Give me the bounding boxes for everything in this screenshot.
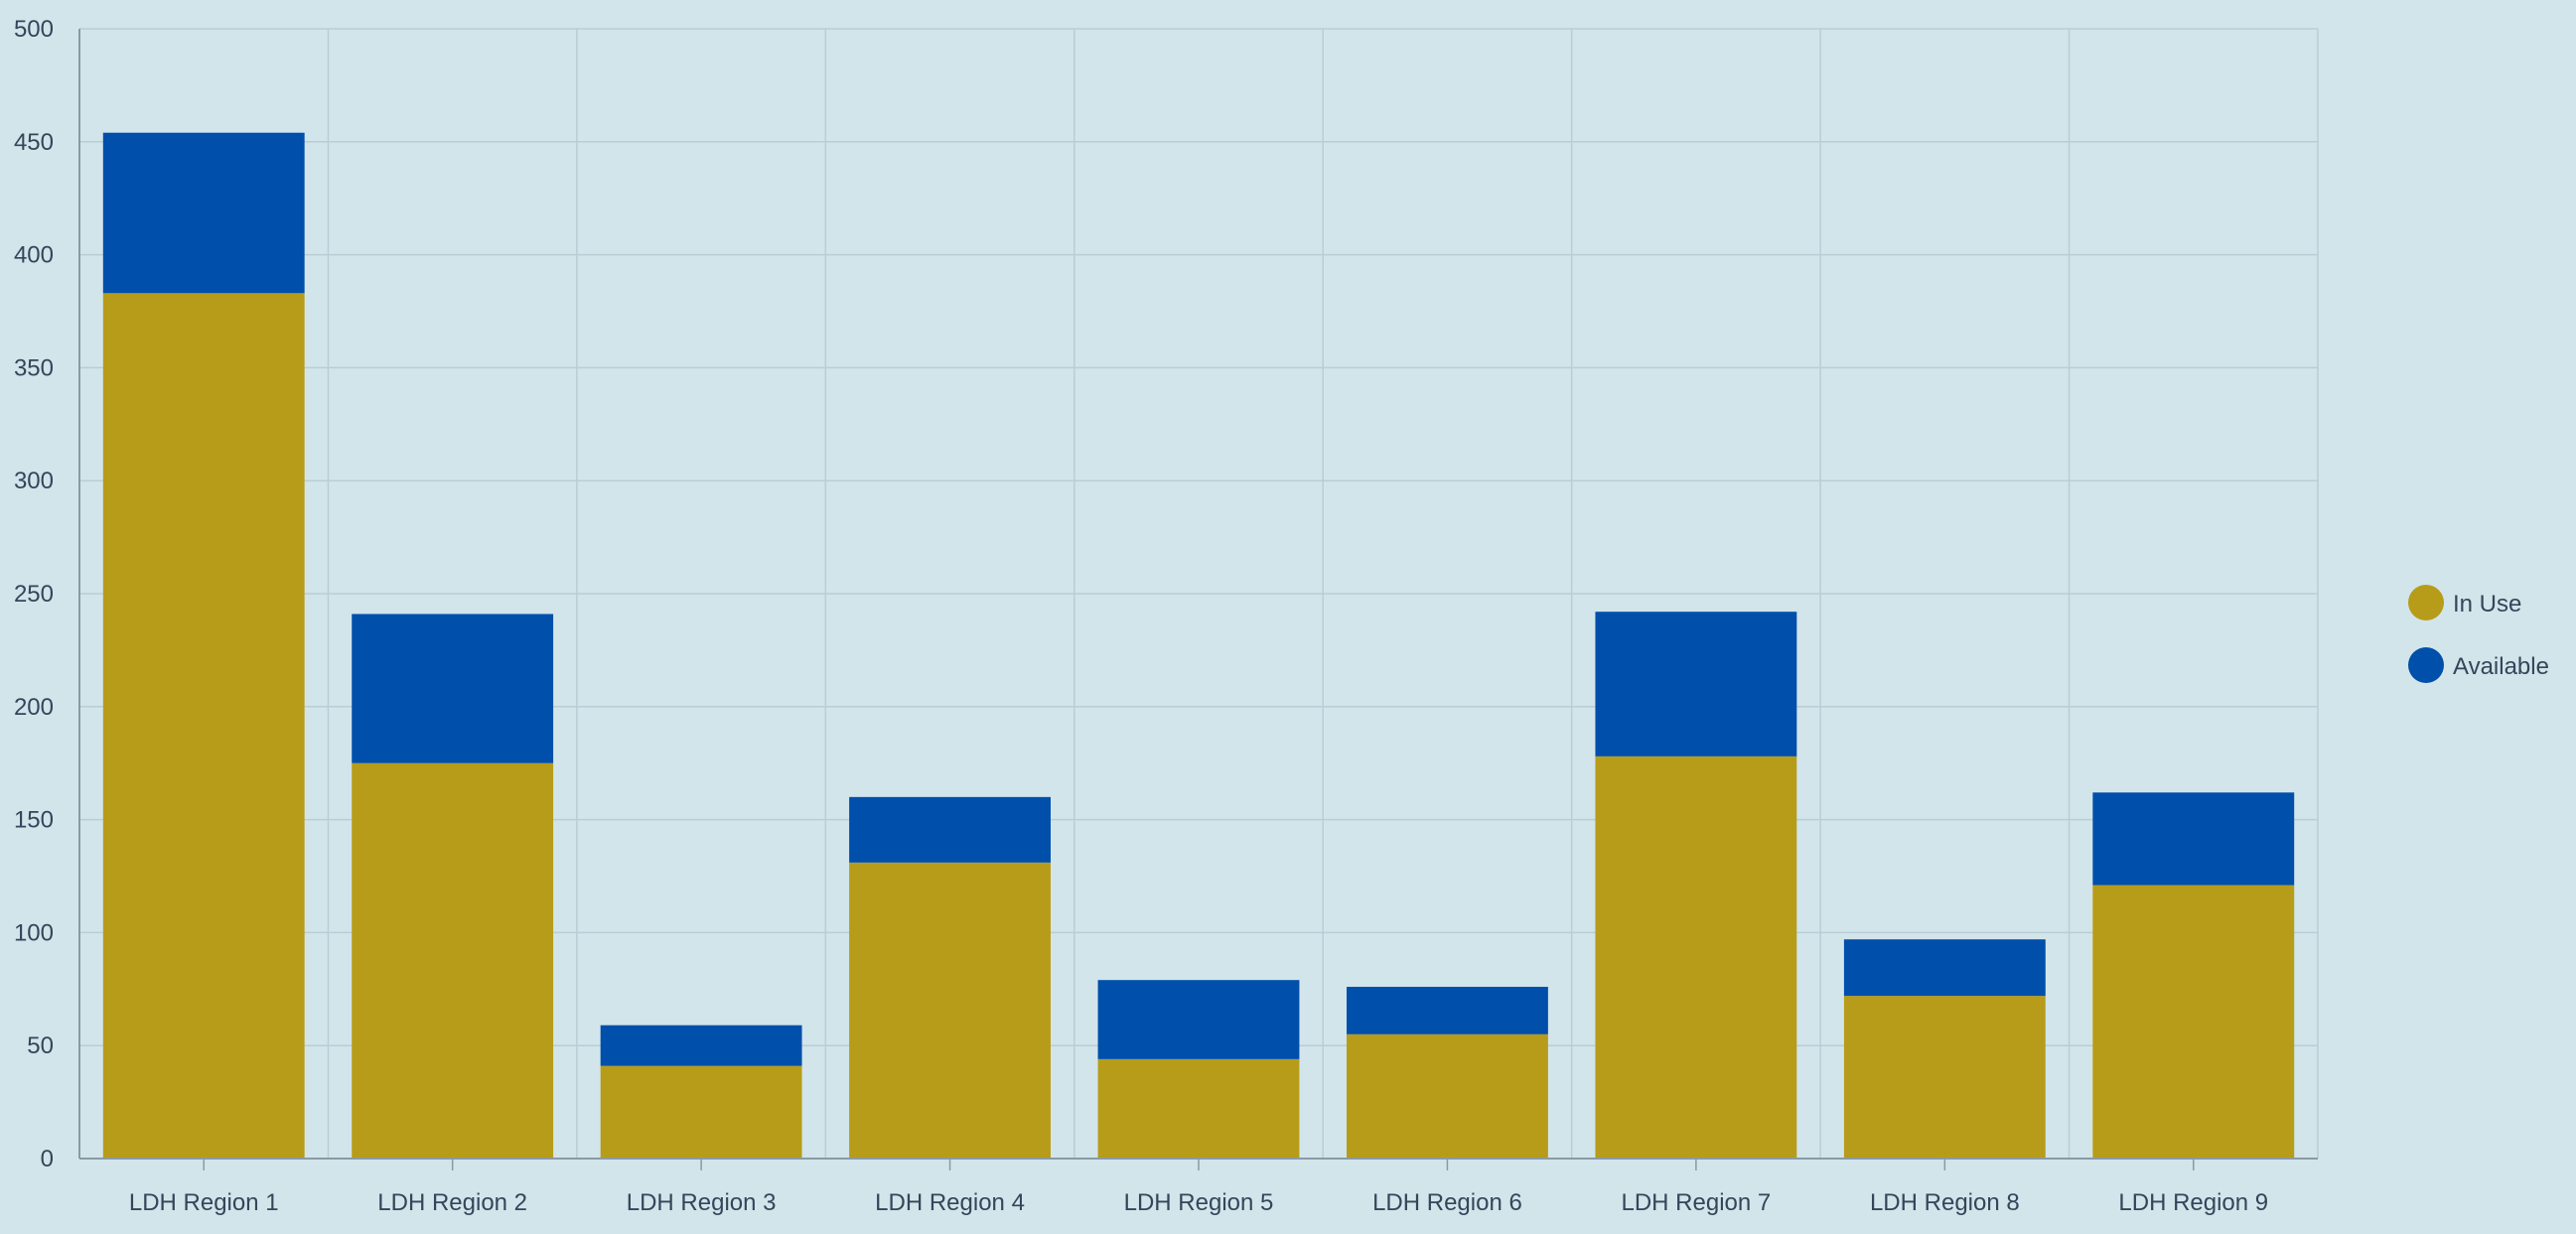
bar-in-use: [2092, 885, 2295, 1159]
bar-in-use: [849, 862, 1051, 1159]
y-tick-label: 350: [14, 354, 54, 381]
bars: [102, 132, 2295, 1159]
bar-available: [1347, 987, 1548, 1034]
legend-label: Available: [2453, 653, 2549, 680]
x-tick-label: LDH Region 6: [1372, 1189, 1522, 1216]
y-tick-label: 100: [14, 919, 54, 946]
bar-available: [849, 796, 1051, 863]
bar-in-use: [102, 293, 305, 1159]
x-tick-label: LDH Region 8: [1870, 1189, 2020, 1216]
bar-in-use: [1843, 996, 2046, 1159]
bar-available: [1843, 939, 2046, 997]
y-tick-label: 0: [41, 1146, 54, 1172]
y-tick-label: 50: [27, 1032, 54, 1059]
legend-swatch: [2408, 585, 2444, 620]
y-axis-ticks: 0 50 100 150 200 250 300 350 400 450 500: [14, 16, 54, 1172]
y-tick-label: 150: [14, 807, 54, 834]
y-tick-label: 250: [14, 581, 54, 608]
bar-in-use: [600, 1065, 802, 1159]
y-tick-label: 400: [14, 242, 54, 269]
x-axis-ticks: LDH Region 1 LDH Region 2 LDH Region 3 LDH …: [129, 1159, 2268, 1216]
grid: [79, 28, 2319, 1159]
bar-available: [1595, 612, 1797, 756]
x-tick-label: LDH Region 9: [2118, 1189, 2268, 1216]
x-tick-label: LDH Region 7: [1622, 1189, 1772, 1216]
legend-swatch: [2408, 647, 2444, 683]
y-tick-label: 450: [14, 129, 54, 156]
bar-in-use: [352, 762, 554, 1159]
bar-in-use: [1097, 1058, 1300, 1159]
bar-available: [352, 614, 554, 763]
x-tick-label: LDH Region 1: [129, 1189, 279, 1216]
x-tick-label: LDH Region 3: [627, 1189, 777, 1216]
y-tick-label: 200: [14, 694, 54, 721]
bar-in-use: [1347, 1033, 1548, 1159]
bar-in-use: [1595, 755, 1797, 1159]
x-tick-label: LDH Region 5: [1124, 1189, 1274, 1216]
bar-available: [102, 132, 305, 294]
y-tick-label: 500: [14, 16, 54, 43]
bar-available: [1097, 980, 1300, 1059]
bar-available: [2092, 792, 2295, 886]
bar-available: [600, 1025, 802, 1066]
x-tick-label: LDH Region 2: [377, 1189, 527, 1216]
y-tick-label: 300: [14, 468, 54, 494]
legend-label: In Use: [2453, 591, 2521, 617]
legend: In Use Available: [2408, 585, 2549, 683]
x-tick-label: LDH Region 4: [875, 1189, 1025, 1216]
